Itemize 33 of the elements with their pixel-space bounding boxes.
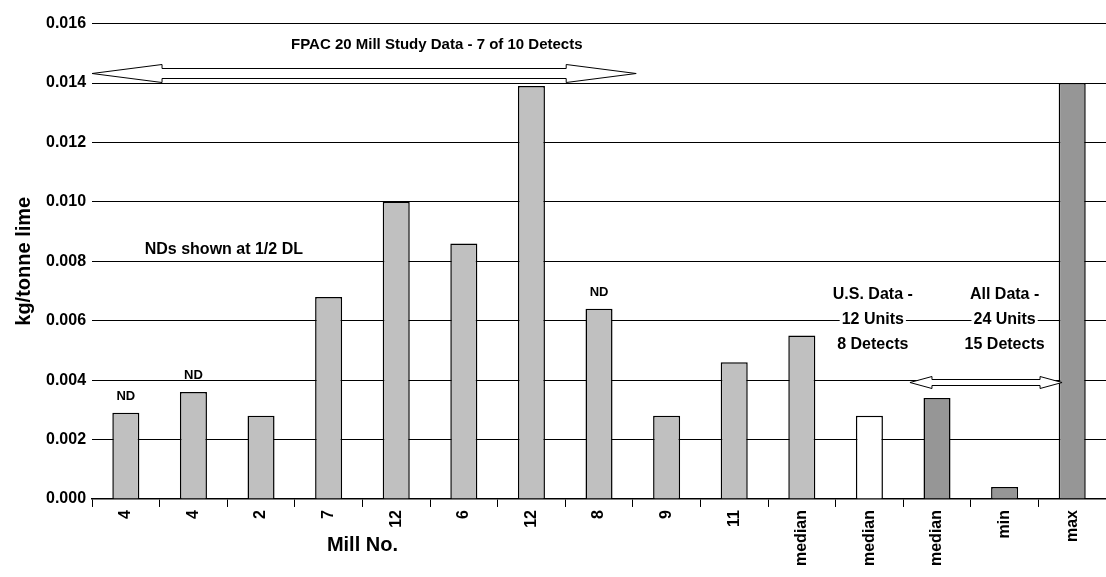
x-tick-label: median — [859, 509, 877, 566]
x-tick-label: 11 — [724, 509, 742, 527]
x-tick-label: min — [995, 509, 1013, 539]
y-tick-label: 0.012 — [45, 132, 87, 150]
x-tick-label: 12 — [386, 509, 404, 528]
x-tick-label: 9 — [657, 509, 675, 519]
data-label: ND — [116, 387, 136, 403]
x-tick-label: 4 — [116, 509, 134, 519]
data-label: ND — [184, 367, 203, 383]
x-tick-label: max — [1062, 509, 1080, 543]
x-tick-label: 2 — [251, 509, 269, 519]
x-tick-label: 8 — [589, 509, 607, 519]
x-axis-title: Mill No. — [326, 532, 398, 555]
y-tick-label: 0.008 — [45, 251, 87, 269]
y-tick-label: 0.014 — [45, 73, 87, 91]
x-tick-label: median — [792, 509, 810, 566]
x-tick-label: median — [927, 509, 945, 566]
annotation: U.S. Data - 12 Units 8 Detects — [832, 284, 913, 352]
y-axis-title: kg/tonne lime — [11, 196, 34, 326]
data-label: ND — [589, 283, 609, 299]
annotation: All Data - 24 Units 15 Detects — [964, 284, 1045, 352]
x-tick-label: 7 — [319, 509, 337, 519]
y-tick-label: 0.010 — [45, 192, 87, 210]
x-tick-label: 4 — [183, 509, 201, 519]
y-tick-label: 0.016 — [45, 14, 87, 32]
y-tick-label: 0.004 — [45, 370, 87, 388]
annotation: NDs shown at 1/2 DL — [144, 239, 304, 257]
x-tick-label: 12 — [521, 509, 539, 528]
x-tick-label: 6 — [454, 509, 472, 519]
y-tick-label: 0.006 — [45, 311, 87, 329]
annotation: FPAC 20 Mill Study Data - 7 of 10 Detects — [291, 35, 583, 53]
y-tick-label: 0.000 — [45, 489, 87, 507]
y-tick-label: 0.002 — [45, 429, 87, 447]
